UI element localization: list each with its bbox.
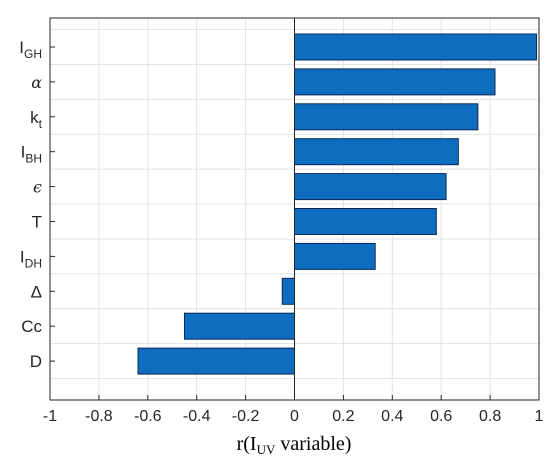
- y-tick-label: kt: [30, 108, 43, 131]
- bar: [294, 103, 479, 131]
- y-tick-label: IGH: [19, 38, 42, 61]
- bar: [294, 242, 376, 270]
- x-tick-label: 0: [290, 408, 299, 425]
- bars: [137, 33, 538, 375]
- y-tick-labels: IGH α kt IBH ϵT IDH Δ Cc D: [19, 38, 42, 371]
- x-tick-label: -0.4: [183, 408, 211, 425]
- x-tick-label: 0.6: [430, 408, 452, 425]
- y-tick-label: ϵ: [33, 178, 42, 197]
- bar: [183, 312, 296, 340]
- x-tick-label: 0.4: [381, 408, 403, 425]
- y-tick-label: Cc: [21, 317, 42, 336]
- x-tick-label: -0.2: [232, 408, 260, 425]
- y-tick-label: D: [30, 352, 42, 371]
- x-tick-label: -0.6: [134, 408, 162, 425]
- bar: [294, 138, 459, 166]
- x-axis-label-suffix: variable): [275, 433, 351, 455]
- x-tick-label: -1: [43, 408, 57, 425]
- bar: [294, 68, 496, 96]
- x-tick-label: -0.8: [85, 408, 113, 425]
- x-axis-label-subscript: UV: [257, 442, 276, 457]
- bar: [294, 33, 538, 61]
- x-axis-label: r(IUV variable): [237, 433, 352, 457]
- bar: [294, 208, 437, 235]
- bar: [137, 347, 295, 375]
- y-tick-label: T: [32, 213, 42, 232]
- y-tick-label: IBH: [21, 143, 42, 166]
- y-tick-label: Δ: [31, 282, 42, 301]
- axes-frame: [49, 17, 540, 401]
- y-tick-label: IDH: [20, 247, 42, 270]
- x-tick-labels: -1 -0.8 -0.6 -0.4 -0.2 0 0.2 0.4 0.6 0.8 1: [43, 408, 544, 425]
- bar: [294, 173, 447, 201]
- bar: [281, 277, 295, 305]
- x-axis-label-prefix: r(I: [237, 433, 257, 455]
- y-tick-label: α: [31, 73, 42, 92]
- x-tick-label: 1: [535, 408, 544, 425]
- x-tick-label: 0.2: [332, 408, 354, 425]
- x-tick-label: 0.8: [479, 408, 501, 425]
